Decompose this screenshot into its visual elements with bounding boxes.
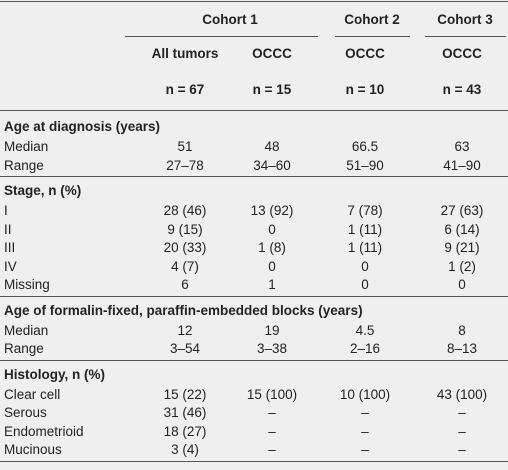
cell: 0 [458, 277, 466, 292]
cell: 19 [264, 322, 280, 338]
cell: 8–13 [446, 341, 478, 356]
cell: 3 (4) [171, 442, 199, 457]
section-title: Age of formalin-fixed, paraffin-embedded… [4, 302, 363, 318]
cell: 6 (14) [444, 221, 480, 237]
cell: 0 [268, 221, 276, 237]
count: n = 43 [442, 82, 482, 97]
cell: – [268, 405, 276, 420]
sub-header: OCCC [252, 46, 292, 61]
row-label: IV [4, 258, 17, 274]
section-title: Histology, n (%) [4, 366, 105, 382]
row-label: Range [4, 157, 44, 173]
row-label: Range [4, 341, 44, 356]
cell: 1 (8) [258, 240, 286, 255]
cell: 10 (100) [339, 386, 391, 402]
cell: 28 (46) [163, 203, 207, 218]
rule [125, 36, 318, 37]
cell: 34–60 [253, 157, 291, 173]
row-label: III [4, 240, 16, 255]
rule [0, 110, 508, 111]
cell: 1 (2) [448, 258, 476, 274]
cell: – [458, 442, 466, 457]
section-title: Stage, n (%) [4, 183, 82, 198]
row-label: Mucinous [4, 442, 62, 457]
cell: 2–16 [349, 341, 381, 356]
cell: – [458, 423, 466, 439]
cell: 4.5 [355, 322, 375, 338]
cell: 4 (7) [171, 258, 199, 274]
cell: 9 (21) [444, 240, 480, 255]
cell: 63 [454, 139, 470, 154]
cell: 43 (100) [436, 386, 488, 402]
rule [0, 295, 508, 297]
cell: 6 [181, 277, 189, 292]
cell: 41–90 [443, 157, 481, 173]
count: n = 10 [345, 82, 385, 97]
cell: 12 [177, 322, 193, 338]
row-label: Median [4, 322, 49, 338]
cell: – [361, 423, 369, 439]
cell: 0 [361, 277, 369, 292]
cell: 18 (27) [163, 423, 207, 439]
section-title: Age at diagnosis (years) [4, 119, 161, 134]
rule [0, 460, 508, 462]
row-label: Endometrioid [4, 423, 84, 439]
cell: 1 [268, 277, 276, 292]
cell: 15 (100) [246, 386, 298, 402]
cell: 0 [268, 258, 276, 274]
cell: 51 [177, 139, 193, 154]
rule [425, 36, 506, 37]
cell: – [458, 405, 466, 420]
cell: – [361, 405, 369, 420]
sub-header: All tumors [151, 46, 219, 61]
cell: 48 [264, 139, 280, 154]
rule [335, 36, 410, 37]
cell: 8 [458, 322, 466, 338]
cohort-header: Cohort 3 [437, 12, 493, 27]
cell: 1 (11) [347, 221, 383, 237]
rule [0, 1, 508, 2]
row-label: I [4, 203, 8, 218]
rule [0, 359, 508, 361]
cohort-header: Cohort 1 [202, 12, 258, 27]
cell: 1 (11) [347, 240, 383, 255]
cell: 7 (78) [347, 203, 383, 218]
sub-header: OCCC [442, 46, 482, 61]
cell: 66.5 [351, 139, 379, 154]
cell: 0 [361, 258, 369, 274]
row-label: Missing [4, 277, 50, 292]
row-label: Clear cell [4, 386, 61, 402]
rule [0, 176, 508, 177]
cell: – [361, 442, 369, 457]
cell: 15 (22) [163, 386, 207, 402]
cell: – [268, 442, 276, 457]
cell: 31 (46) [163, 405, 207, 420]
count: n = 67 [165, 82, 205, 97]
cell: 3–54 [169, 341, 201, 356]
cohort-header: Cohort 2 [344, 12, 400, 27]
cell: 27 (63) [440, 203, 484, 218]
cell: 20 (33) [163, 240, 207, 255]
cell: 3–38 [256, 341, 288, 356]
row-label: Median [4, 139, 49, 154]
sub-header: OCCC [345, 46, 385, 61]
cell: 13 (92) [250, 203, 294, 218]
count: n = 15 [252, 82, 292, 97]
cell: 27–78 [166, 157, 204, 173]
cell: 9 (15) [167, 221, 203, 237]
cell: – [268, 423, 276, 439]
row-label: II [4, 221, 12, 237]
row-label: Serous [4, 405, 47, 420]
cell: 51–90 [346, 157, 384, 173]
